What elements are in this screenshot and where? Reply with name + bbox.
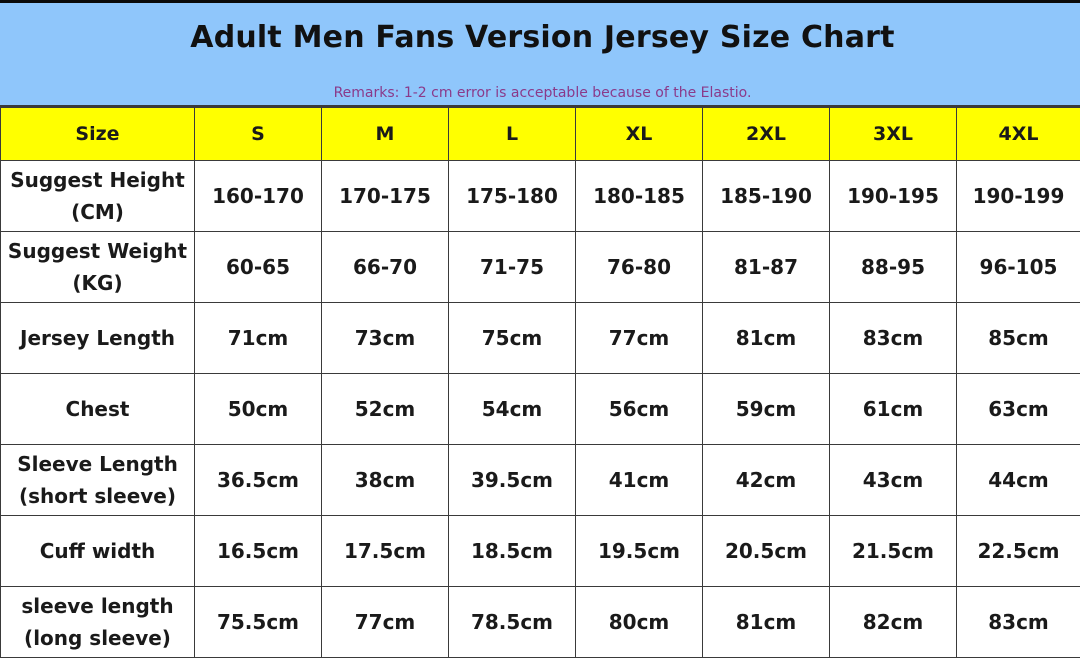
table-cell: 83cm [830,303,957,374]
size-header-l: L [449,108,576,161]
remarks-note: Remarks: 1-2 cm error is acceptable beca… [0,85,1080,101]
table-cell: 63cm [957,374,1080,445]
table-cell: 38cm [322,445,449,516]
table-cell: 20.5cm [703,516,830,587]
row-label-line2: (KG) [1,267,194,299]
table-cell: 54cm [449,374,576,445]
table-cell: 81-87 [703,232,830,303]
row-label-line1: Chest [1,393,194,425]
row-label: Sleeve Length(short sleeve) [1,445,195,516]
table-cell: 36.5cm [195,445,322,516]
table-cell: 76-80 [576,232,703,303]
table-cell: 83cm [957,587,1080,658]
table-cell: 50cm [195,374,322,445]
table-cell: 85cm [957,303,1080,374]
table-cell: 77cm [576,303,703,374]
row-label: sleeve length(long sleeve) [1,587,195,658]
table-cell: 82cm [830,587,957,658]
table-cell: 175-180 [449,161,576,232]
table-cell: 42cm [703,445,830,516]
row-label-line1: Jersey Length [1,322,194,354]
table-cell: 71-75 [449,232,576,303]
table-cell: 17.5cm [322,516,449,587]
row-label-line1: Cuff width [1,535,194,567]
size-corner-label: Size [1,108,195,161]
table-cell: 78.5cm [449,587,576,658]
size-header-row: Size S M L XL 2XL 3XL 4XL [1,108,1080,161]
row-label-line2: (long sleeve) [1,622,194,654]
size-header-s: S [195,108,322,161]
size-chart-table: Size S M L XL 2XL 3XL 4XL Suggest Height… [0,107,1080,658]
table-cell: 75.5cm [195,587,322,658]
table-cell: 73cm [322,303,449,374]
table-cell: 41cm [576,445,703,516]
row-label: Suggest Height(CM) [1,161,195,232]
table-cell: 16.5cm [195,516,322,587]
table-cell: 44cm [957,445,1080,516]
row-label: Cuff width [1,516,195,587]
table-cell: 59cm [703,374,830,445]
table-cell: 190-195 [830,161,957,232]
table-cell: 71cm [195,303,322,374]
size-header-xl: XL [576,108,703,161]
table-cell: 88-95 [830,232,957,303]
table-cell: 52cm [322,374,449,445]
table-cell: 18.5cm [449,516,576,587]
table-cell: 61cm [830,374,957,445]
table-cell: 56cm [576,374,703,445]
table-cell: 60-65 [195,232,322,303]
row-label-line2: (short sleeve) [1,480,194,512]
table-cell: 19.5cm [576,516,703,587]
table-cell: 190-199 [957,161,1080,232]
table-cell: 185-190 [703,161,830,232]
table-cell: 66-70 [322,232,449,303]
row-label-line1: Sleeve Length [1,448,194,480]
chart-header: Adult Men Fans Version Jersey Size Chart… [0,3,1080,107]
size-header-4xl: 4XL [957,108,1080,161]
table-cell: 170-175 [322,161,449,232]
table-cell: 22.5cm [957,516,1080,587]
table-cell: 43cm [830,445,957,516]
table-cell: 80cm [576,587,703,658]
table-cell: 21.5cm [830,516,957,587]
row-label: Jersey Length [1,303,195,374]
table-cell: 75cm [449,303,576,374]
table-cell: 77cm [322,587,449,658]
page-title: Adult Men Fans Version Jersey Size Chart [0,20,1080,55]
row-label: Chest [1,374,195,445]
size-header-3xl: 3XL [830,108,957,161]
row-label-line2: (CM) [1,196,194,228]
table-cell: 96-105 [957,232,1080,303]
table-cell: 160-170 [195,161,322,232]
row-label-line1: Suggest Weight [1,235,194,267]
size-header-2xl: 2XL [703,108,830,161]
table-cell: 81cm [703,587,830,658]
size-header-m: M [322,108,449,161]
table-cell: 81cm [703,303,830,374]
table-cell: 180-185 [576,161,703,232]
row-label-line1: Suggest Height [1,164,194,196]
table-cell: 39.5cm [449,445,576,516]
row-label: Suggest Weight(KG) [1,232,195,303]
row-label-line1: sleeve length [1,590,194,622]
